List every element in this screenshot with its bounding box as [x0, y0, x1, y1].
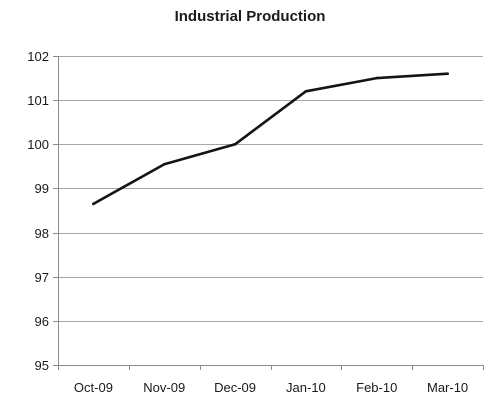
y-tick-label-102: 102: [27, 49, 49, 64]
y-tick-label-101: 101: [27, 93, 49, 108]
series-line-0: [92, 72, 449, 206]
y-tick-label-95: 95: [35, 358, 49, 373]
x-tick-label-jan-10: Jan-10: [286, 380, 326, 395]
data-point-oct-09: [92, 202, 95, 206]
y-tick-label-97: 97: [35, 270, 49, 285]
x-tick-label-dec-09: Dec-09: [214, 380, 256, 395]
data-point-jan-10: [304, 90, 308, 93]
data-point-mar-10: [446, 72, 449, 75]
data-point-nov-09: [163, 162, 166, 166]
x-tick-label-oct-09: Oct-09: [74, 380, 113, 395]
y-tick-label-99: 99: [35, 181, 49, 196]
x-tick-label-mar-10: Mar-10: [427, 380, 468, 395]
data-point-feb-10: [375, 76, 379, 80]
x-tick-label-feb-10: Feb-10: [356, 380, 397, 395]
data-point-dec-09: [233, 143, 237, 146]
chart-title: Industrial Production: [174, 8, 326, 25]
x-tick-label-nov-09: Nov-09: [143, 380, 185, 395]
y-tick-label-96: 96: [35, 314, 49, 329]
y-tick-label-98: 98: [35, 226, 49, 241]
y-tick-label-100: 100: [27, 137, 49, 152]
